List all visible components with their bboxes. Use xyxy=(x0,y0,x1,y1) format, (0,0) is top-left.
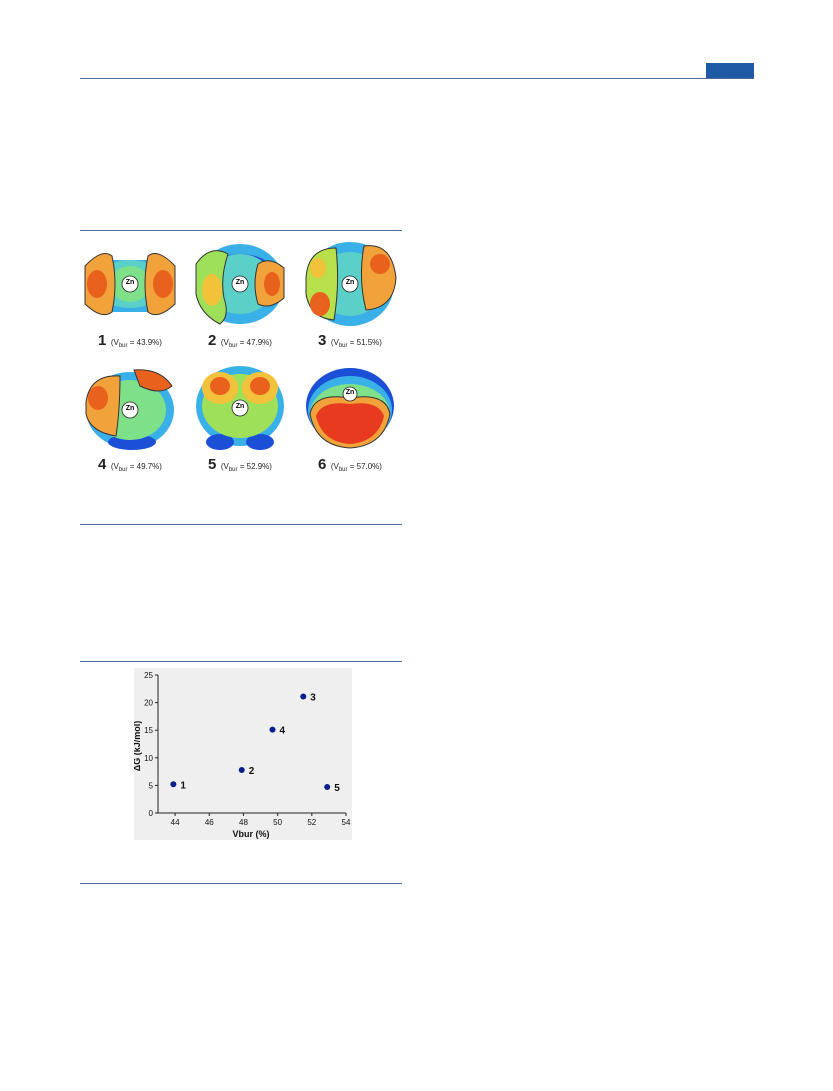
data-point-label: 4 xyxy=(280,726,286,737)
y-tick-label: 20 xyxy=(144,699,153,708)
vbur-subscript: bur xyxy=(338,467,348,473)
zn-label-1: Zn xyxy=(125,279,135,286)
steric-maps-figure: 1 (Vbur = 43.9%) 2 (Vbur = 47.9%) xyxy=(80,238,402,473)
figure-top-rule xyxy=(80,230,402,231)
x-tick-label: 52 xyxy=(307,818,316,827)
steric-map-4: 4 (Vbur = 49.7%) xyxy=(80,362,180,473)
vbur-value: = 51.5%) xyxy=(349,338,382,347)
vbur-subscript: bur xyxy=(228,467,238,473)
vbur-subscript: bur xyxy=(338,343,348,349)
vbur-value: = 43.9%) xyxy=(129,338,162,347)
vbur-value: = 49.7%) xyxy=(129,462,162,471)
compound-number: 4 xyxy=(98,456,107,473)
y-tick-label: 25 xyxy=(144,671,153,680)
vbur-prefix: (V xyxy=(110,462,119,471)
y-axis-label: ΔG (kJ/mol) xyxy=(134,721,142,771)
compound-number: 1 xyxy=(98,332,107,349)
data-point-label: 5 xyxy=(334,783,340,794)
steric-map-2-image xyxy=(195,244,285,325)
vbur-value: = 57.0%) xyxy=(349,462,382,471)
steric-map-5-image xyxy=(196,366,284,450)
x-tick-label: 44 xyxy=(171,818,180,827)
scatter-chart-svg: Vbur (%) ΔG (kJ/mol) 44 46 48 50 52 540510152… xyxy=(132,671,351,839)
zn-label-2: Zn xyxy=(235,279,245,286)
steric-map-1-image xyxy=(84,253,176,316)
steric-map-2: 2 (Vbur = 47.9%) xyxy=(190,238,290,349)
steric-map-5-caption: 5 (Vbur = 52.9%) xyxy=(190,456,290,474)
x-tick-label: 50 xyxy=(273,818,282,827)
vbur-value: = 52.9%) xyxy=(239,462,272,471)
vbur-prefix: (V xyxy=(330,338,339,347)
x-axis-label: Vbur (%) xyxy=(233,829,270,839)
vbur-prefix: (V xyxy=(220,338,229,347)
chart-top-rule xyxy=(80,661,402,662)
vbur-subscript: bur xyxy=(118,467,128,473)
zn-label-4: Zn xyxy=(125,405,135,412)
compound-number: 3 xyxy=(318,332,327,349)
x-tick-label: 48 xyxy=(239,818,248,827)
header-rule xyxy=(80,78,754,79)
steric-map-4-image xyxy=(85,369,174,450)
data-point xyxy=(300,693,307,700)
steric-map-1: 1 (Vbur = 43.9%) xyxy=(80,238,180,349)
steric-map-2-caption: 2 (Vbur = 47.9%) xyxy=(190,332,290,350)
compound-number: 5 xyxy=(208,456,217,473)
data-point xyxy=(238,766,245,773)
data-point-label: 3 xyxy=(310,693,316,704)
y-tick-label: 0 xyxy=(149,809,154,818)
steric-map-1-caption: 1 (Vbur = 43.9%) xyxy=(80,332,180,350)
y-tick-label: 10 xyxy=(144,754,153,763)
chart-bottom-rule xyxy=(80,883,402,884)
vbur-prefix: (V xyxy=(330,462,339,471)
data-point xyxy=(269,726,276,733)
data-point-label: 2 xyxy=(249,766,255,777)
data-point xyxy=(170,781,177,788)
y-tick-label: 5 xyxy=(149,781,154,790)
steric-map-5: 5 (Vbur = 52.9%) xyxy=(190,362,290,473)
vbur-subscript: bur xyxy=(228,343,238,349)
vbur-prefix: (V xyxy=(220,462,229,471)
compound-number: 2 xyxy=(208,332,217,349)
figure-bottom-rule xyxy=(80,524,402,525)
vbur-subscript: bur xyxy=(118,343,128,349)
vbur-prefix: (V xyxy=(110,338,119,347)
zn-label-6: Zn xyxy=(345,389,355,396)
compound-number: 6 xyxy=(318,456,327,473)
steric-map-6-image xyxy=(306,368,394,449)
scatter-chart: Vbur (%) ΔG (kJ/mol) 44 46 48 50 52 54 0 5 10 15 2… xyxy=(132,668,352,840)
zn-label-3: Zn xyxy=(345,279,355,286)
steric-map-6-caption: 6 (Vbur = 57.0%) xyxy=(300,456,400,474)
data-point-label: 1 xyxy=(180,780,186,791)
vbur-value: = 47.9%) xyxy=(239,338,272,347)
steric-map-3-image xyxy=(305,242,397,326)
steric-map-3: 3 (Vbur = 51.5%) xyxy=(300,238,400,349)
y-tick-label: 15 xyxy=(144,726,153,735)
data-point xyxy=(324,784,331,791)
steric-map-6: 6 (Vbur = 57.0%) xyxy=(300,362,400,473)
x-tick-label: 46 xyxy=(205,818,214,827)
header-accent-tab xyxy=(706,63,754,78)
zn-label-5: Zn xyxy=(235,403,245,410)
steric-map-4-caption: 4 (Vbur = 49.7%) xyxy=(80,456,180,474)
steric-map-3-caption: 3 (Vbur = 51.5%) xyxy=(300,332,400,350)
x-tick-label: 54 xyxy=(342,818,351,827)
